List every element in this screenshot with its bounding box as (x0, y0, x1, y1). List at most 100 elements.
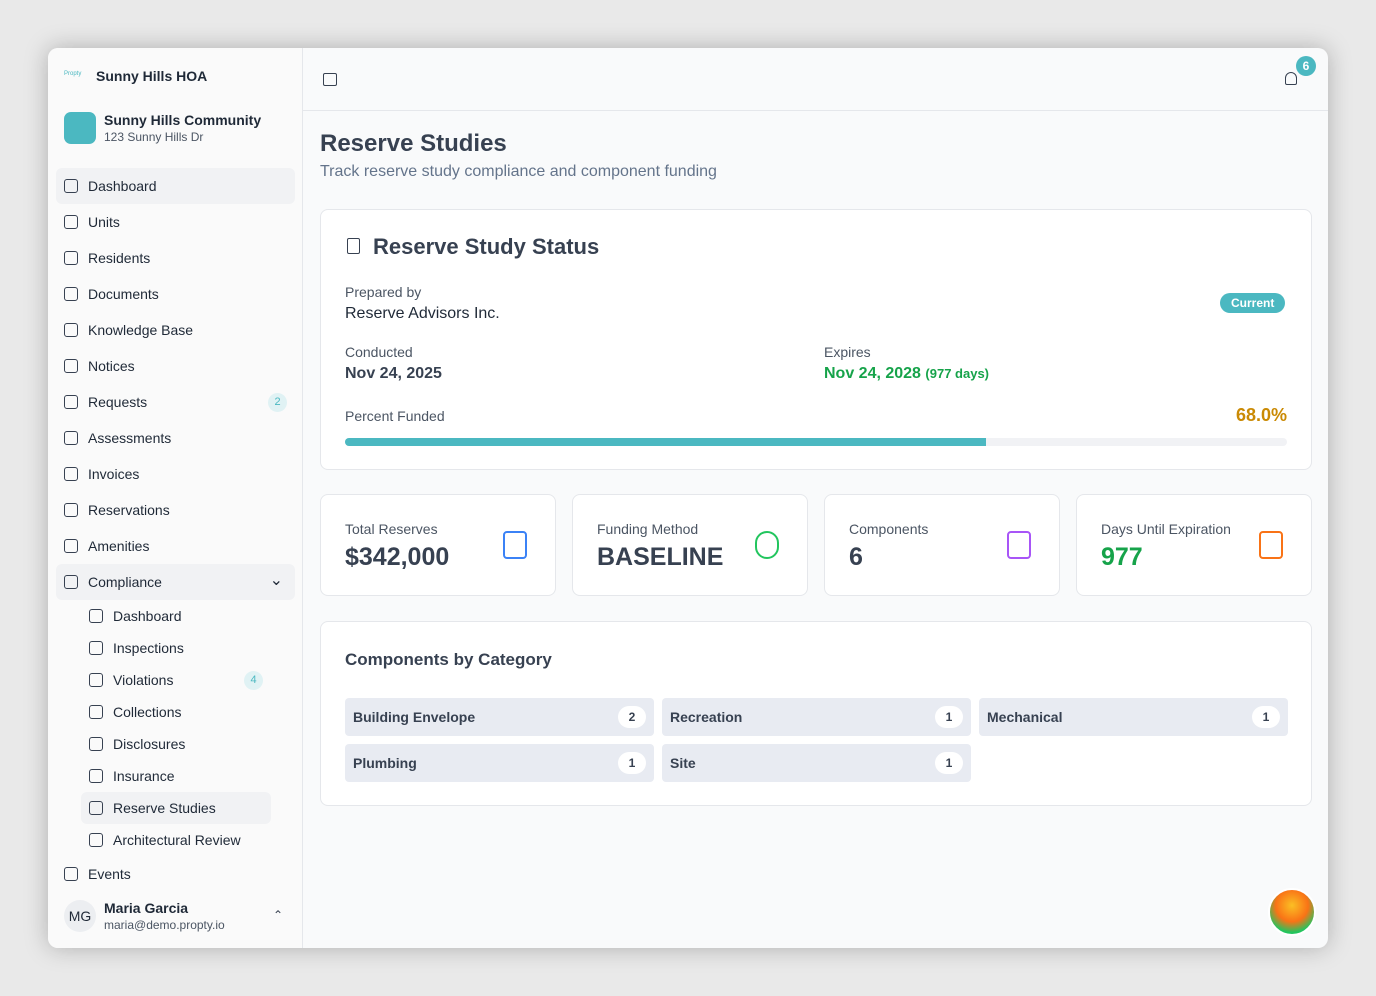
nav-icon (64, 575, 78, 589)
category-name: Building Envelope (353, 709, 476, 725)
nav-item[interactable]: Amenities (56, 528, 295, 564)
nav-icon (64, 539, 78, 553)
nav-label: Events (88, 866, 131, 882)
category[interactable]: Plumbing 1 (345, 744, 654, 782)
nav-icon (89, 737, 103, 751)
nav: Dashboard Units Residents Documents Knowledg… (56, 168, 295, 892)
nav-item[interactable]: Assessments (56, 420, 295, 456)
nav-icon (64, 503, 78, 517)
nav-item[interactable]: Disclosures (81, 728, 271, 760)
nav-item[interactable]: Documents (56, 276, 295, 312)
avatar: MG (64, 900, 96, 932)
nav-item[interactable]: Knowledge Base (56, 312, 295, 348)
category[interactable]: Building Envelope 2 (345, 698, 654, 736)
conducted: Nov 24, 2025 (345, 365, 442, 382)
sidebar: Propty Sunny Hills HOA Sunny Hills Commu… (48, 48, 303, 948)
nav-item[interactable]: Architectural Review (81, 824, 271, 856)
category-name: Site (670, 755, 696, 771)
progress-fill (345, 438, 986, 446)
bell[interactable] (1285, 72, 1297, 85)
app-window: Propty Sunny Hills HOA Sunny Hills Commu… (48, 48, 1328, 948)
nav-item[interactable]: Compliance ⌄ (56, 564, 295, 600)
nav-item[interactable]: Dashboard (56, 168, 295, 204)
category-name: Mechanical (987, 709, 1063, 725)
nav-icon (64, 359, 78, 373)
prepared-label: Prepared by (345, 284, 422, 300)
main: 6 Reserve Studies Track reserve study co… (303, 48, 1328, 948)
stat-value: BASELINE (597, 543, 724, 571)
nav-icon (89, 705, 103, 719)
conducted-label: Conducted (345, 344, 413, 360)
stat-card: Days Until Expiration 977 (1076, 494, 1312, 596)
category-count: 1 (935, 752, 963, 774)
nav-item[interactable]: Inspections (81, 632, 271, 664)
nav-icon (64, 431, 78, 445)
card-title: Reserve Study Status (373, 234, 600, 259)
nav-item[interactable]: Events (56, 856, 295, 892)
nav-label: Amenities (88, 538, 150, 554)
nav-icon (89, 833, 103, 847)
nav-item[interactable]: Residents (56, 240, 295, 276)
stat-card: Funding Method BASELINE (572, 494, 808, 596)
category[interactable]: Recreation 1 (662, 698, 971, 736)
category-name: Recreation (670, 709, 743, 725)
nav-icon (64, 287, 78, 301)
nav-label: Disclosures (113, 736, 186, 752)
nav-label: Residents (88, 250, 151, 266)
logo: Propty (64, 71, 82, 77)
nav-label: Invoices (88, 466, 140, 482)
stat-icon (755, 531, 779, 559)
nav-item[interactable]: Reserve Studies (81, 792, 271, 824)
nav-label: Documents (88, 286, 159, 302)
page-subtitle: Track reserve study compliance and compo… (320, 163, 717, 180)
user-name[interactable]: Maria Garcia (104, 900, 189, 916)
nav-label: Architectural Review (113, 832, 241, 848)
category-name: Plumbing (353, 755, 417, 771)
category-count: 1 (1252, 706, 1280, 728)
stat-label: Funding Method (597, 521, 699, 537)
category[interactable]: Mechanical 1 (979, 698, 1288, 736)
nav-item[interactable]: Dashboard (81, 600, 271, 632)
nav-icon (64, 323, 78, 337)
expires-label: Expires (824, 344, 871, 360)
nav-icon (64, 867, 78, 881)
nav-label: Dashboard (88, 178, 157, 194)
user-menu-chevron[interactable]: ⌃ (273, 908, 284, 922)
stat-card: Total Reserves $342,000 (320, 494, 556, 596)
nav-icon (64, 395, 78, 409)
stat-icon (1259, 531, 1283, 559)
nav-label: Reserve Studies (113, 800, 216, 816)
expires-days: (977 days) (925, 366, 989, 381)
funded-label: Percent Funded (345, 408, 445, 424)
progress-track (345, 438, 1287, 446)
category[interactable]: Site 1 (662, 744, 971, 782)
nav-icon (64, 179, 78, 193)
community-name[interactable]: Sunny Hills Community (104, 112, 262, 128)
stat-value: 6 (849, 543, 863, 571)
nav-item[interactable]: Reservations (56, 492, 295, 528)
org-name: Sunny Hills HOA (96, 68, 208, 84)
nav-label: Compliance (88, 574, 162, 590)
nav-icon (89, 801, 103, 815)
nav-item[interactable]: Violations 4 (81, 664, 271, 696)
nav-icon (64, 467, 78, 481)
category-count: 2 (618, 706, 646, 728)
categories-title: Components by Category (345, 650, 552, 669)
nav-label: Assessments (88, 430, 172, 446)
nav-label: Reservations (88, 502, 170, 518)
nav-icon (64, 215, 78, 229)
nav-item[interactable]: Invoices (56, 456, 295, 492)
sidebar-toggle[interactable] (323, 73, 337, 86)
nav-label: Knowledge Base (88, 322, 194, 338)
assistant-button[interactable] (1268, 888, 1316, 936)
nav-item[interactable]: Insurance (81, 760, 271, 792)
nav-item[interactable]: Notices (56, 348, 295, 384)
stat-value: 977 (1101, 543, 1143, 571)
nav-item[interactable]: Requests 2 (56, 384, 295, 420)
nav-item[interactable]: Units (56, 204, 295, 240)
expires: Nov 24, 2028 (824, 365, 921, 382)
nav-label: Dashboard (113, 608, 182, 624)
notification-badge: 6 (1296, 56, 1316, 76)
doc-icon (347, 238, 360, 254)
nav-item[interactable]: Collections (81, 696, 271, 728)
